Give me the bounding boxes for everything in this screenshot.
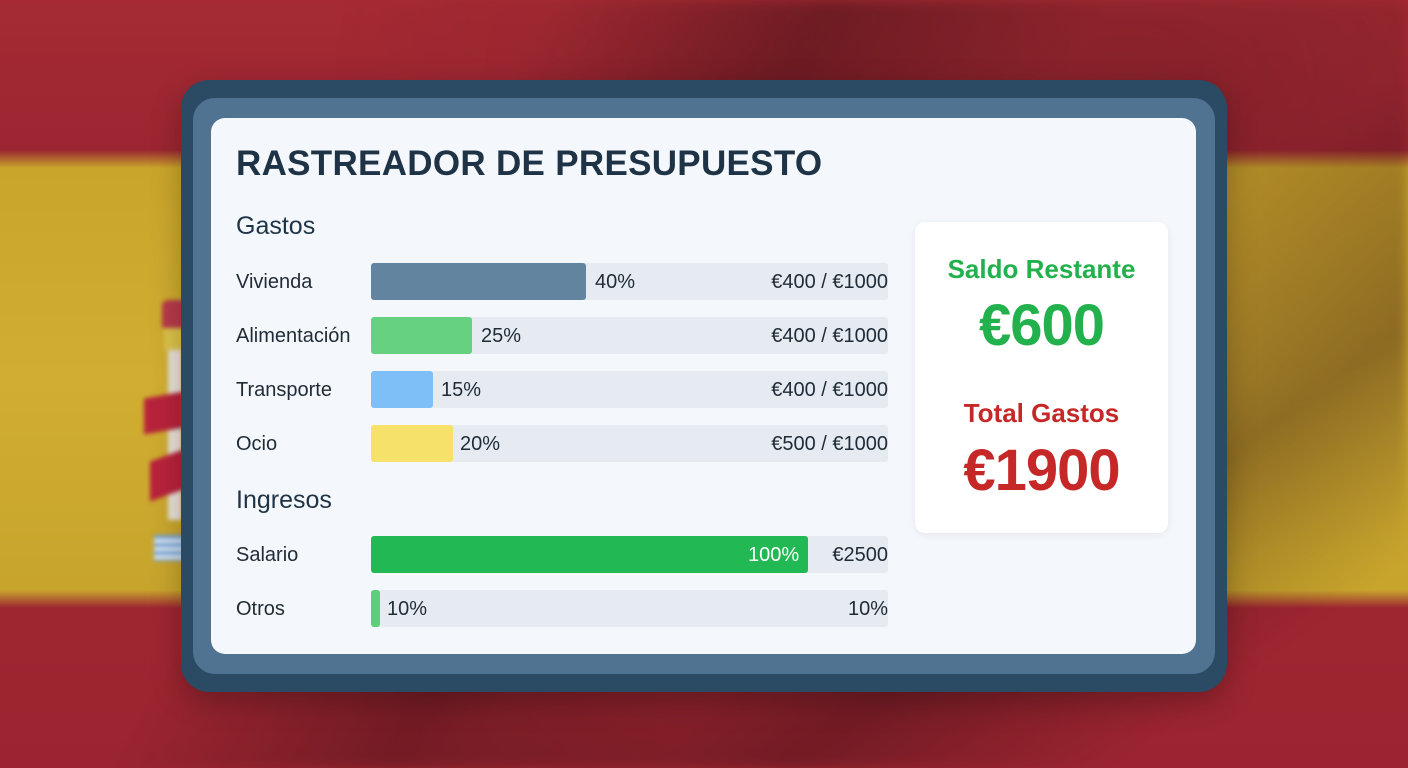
balance-label: Saldo Restante xyxy=(947,254,1136,284)
income-row-salario[interactable]: Salario 100% €2500 xyxy=(236,536,888,574)
coat-of-arms-icon xyxy=(140,290,200,570)
progress-track: 25% €400 / €1000 xyxy=(371,317,888,354)
row-percent: 20% xyxy=(460,433,501,455)
row-label: Ocio xyxy=(236,433,278,455)
progress-track: 100% €2500 xyxy=(371,536,888,573)
progress-fill xyxy=(371,590,381,627)
row-amount: €400 / €1000 xyxy=(771,271,888,293)
row-label: Vivienda xyxy=(236,271,313,293)
progress-fill xyxy=(371,263,586,300)
row-percent: 40% xyxy=(595,271,636,293)
row-amount: €2500 xyxy=(832,544,888,566)
income-row-otros[interactable]: Otros 10% 10% xyxy=(236,590,888,628)
total-expenses-label: Total Gastos xyxy=(963,398,1120,428)
progress-track: 15% €400 / €1000 xyxy=(371,371,888,408)
progress-track: 20% €500 / €1000 xyxy=(371,425,888,462)
summary-card: Saldo Restante €600 Total Gastos €1900 xyxy=(915,222,1168,533)
row-amount: €400 / €1000 xyxy=(771,325,888,347)
page-title: RASTREADOR DE PRESUPUESTO xyxy=(236,144,823,183)
expense-row-alimentacion[interactable]: Alimentación 25% €400 / €1000 xyxy=(236,317,888,355)
row-percent: 25% xyxy=(481,325,522,347)
expenses-heading: Gastos xyxy=(236,212,316,240)
row-percent: 100% xyxy=(748,544,800,566)
expense-row-vivienda[interactable]: Vivienda 40% €400 / €1000 xyxy=(236,263,888,301)
row-label: Alimentación xyxy=(236,325,351,347)
row-amount: €400 / €1000 xyxy=(771,379,888,401)
balance-value: €600 xyxy=(978,293,1105,358)
progress-fill xyxy=(371,536,808,573)
row-amount: €500 / €1000 xyxy=(771,433,888,455)
expense-row-ocio[interactable]: Ocio 20% €500 / €1000 xyxy=(236,425,888,463)
row-label: Salario xyxy=(236,544,299,566)
progress-fill xyxy=(371,371,434,408)
expense-row-transporte[interactable]: Transporte 15% €400 / €1000 xyxy=(236,371,888,409)
progress-track: 40% €400 / €1000 xyxy=(371,263,888,300)
income-heading: Ingresos xyxy=(236,486,332,514)
row-percent: 15% xyxy=(441,379,482,401)
total-expenses-value: €1900 xyxy=(963,438,1120,503)
row-amount: 10% xyxy=(847,598,888,620)
progress-track: 10% 10% xyxy=(371,590,888,627)
progress-fill xyxy=(371,425,453,462)
row-percent: 10% xyxy=(387,598,428,620)
row-label: Otros xyxy=(236,598,285,620)
progress-fill xyxy=(371,317,472,354)
budget-tracker-screen: RASTREADOR DE PRESUPUESTO Gastos Viviend… xyxy=(211,118,1196,654)
row-label: Transporte xyxy=(236,379,332,401)
